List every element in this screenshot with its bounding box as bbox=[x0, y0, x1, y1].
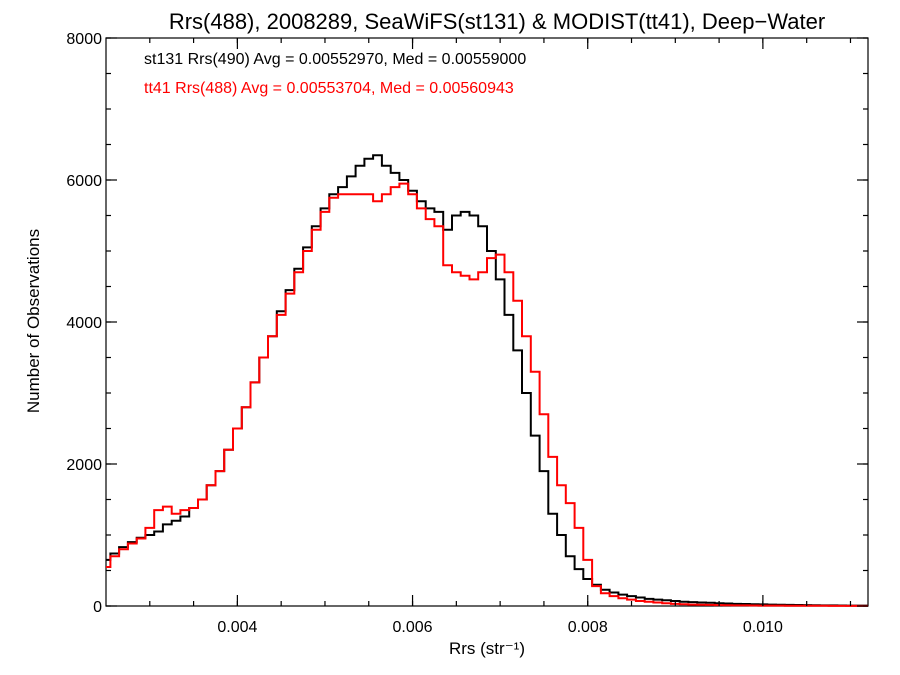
series-layer bbox=[106, 154, 868, 607]
plot-area: 0.004 0.006 0.008 0.010 0 2000 4000 6000 8000 bbox=[66, 31, 869, 636]
series-line-tt41 bbox=[106, 182, 868, 607]
chart-title: Rrs(488), 2008289, SeaWiFS(st131) & MODI… bbox=[169, 9, 825, 34]
axis-tick-labels: 0.004 0.006 0.008 0.010 0 2000 4000 6000 8000 bbox=[66, 31, 783, 636]
x-tick-label: 0.006 bbox=[393, 619, 433, 636]
y-tick-label: 2000 bbox=[66, 457, 102, 474]
legend: st131 Rrs(490) Avg = 0.00552970, Med = 0… bbox=[144, 51, 526, 97]
y-tick-label: 4000 bbox=[66, 315, 102, 332]
axis-ticks bbox=[106, 37, 868, 607]
y-tick-label: 0 bbox=[93, 599, 102, 616]
series-line-st131 bbox=[106, 154, 868, 607]
x-tick-label: 0.004 bbox=[217, 619, 257, 636]
x-tick-label: 0.008 bbox=[568, 619, 608, 636]
y-axis-label: Number of Observations bbox=[24, 229, 43, 413]
legend-entry-tt41: tt41 Rrs(488) Avg = 0.00553704, Med = 0.… bbox=[144, 80, 514, 97]
x-tick-label: 0.010 bbox=[743, 619, 783, 636]
plot-frame bbox=[105, 37, 869, 607]
legend-entry-st131: st131 Rrs(490) Avg = 0.00552970, Med = 0… bbox=[144, 51, 526, 68]
y-tick-label: 6000 bbox=[66, 173, 102, 190]
x-axis-label: Rrs (str⁻¹) bbox=[449, 639, 525, 658]
y-tick-label: 8000 bbox=[66, 31, 102, 48]
